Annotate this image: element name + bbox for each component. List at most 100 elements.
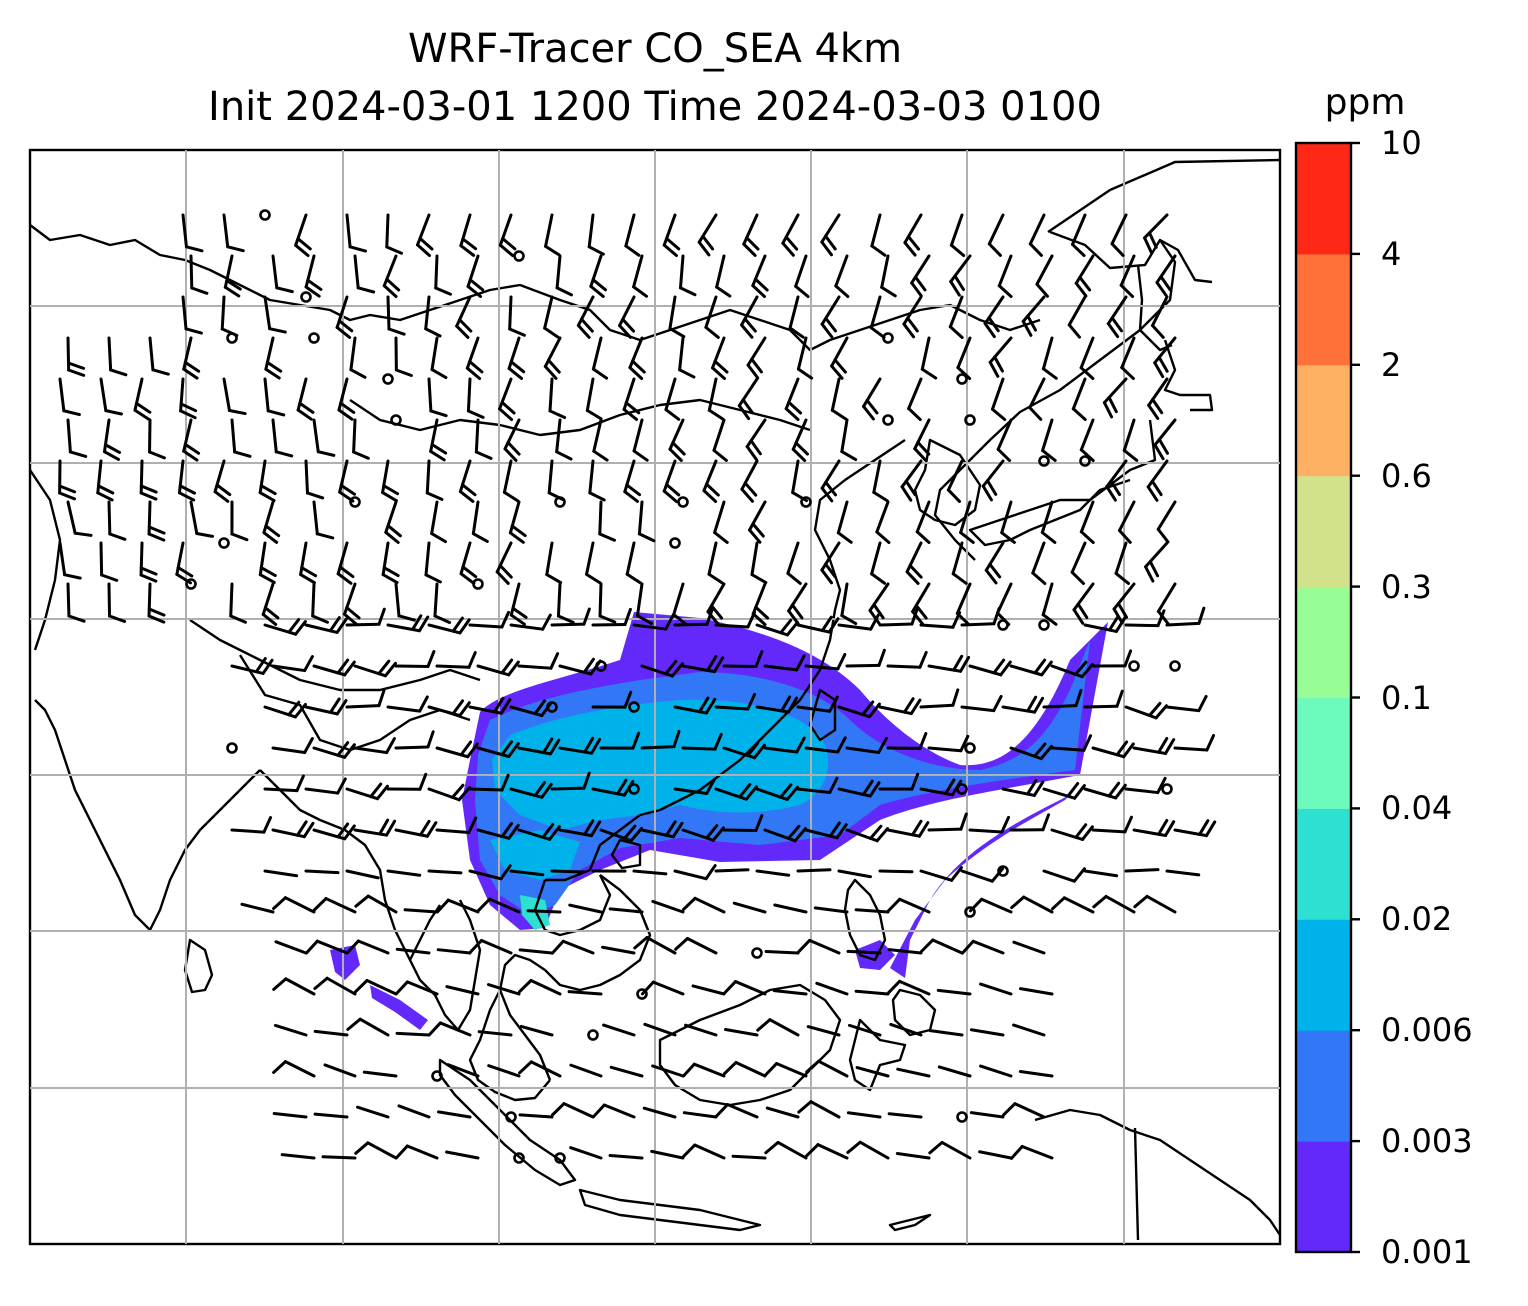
wind-barb-feather (1143, 236, 1153, 254)
wind-barb-shaft (1009, 746, 1043, 761)
coast-hainan (610, 838, 642, 870)
wind-barb-shaft (1072, 582, 1095, 612)
wind-barb-feather (424, 573, 442, 584)
wind-barb-shaft (312, 418, 320, 454)
wind-barb-feather (500, 773, 510, 792)
wind-barb-shaft (664, 377, 677, 412)
wind-barb-shaft (959, 500, 972, 535)
wind-barb-shaft (796, 623, 831, 634)
wind-barb-shaft (635, 582, 644, 618)
wind-barb-feather (272, 977, 288, 991)
wind-barb-feather (1157, 736, 1169, 754)
wind-barb-feather (418, 772, 428, 791)
colorbar-segment (1296, 586, 1351, 698)
wind-barb-shaft (343, 582, 357, 616)
wind-barb-feather (868, 608, 881, 626)
wind-barb-feather (385, 245, 404, 255)
wind-barb-shaft (886, 664, 922, 669)
wind-barb-feather (902, 697, 915, 714)
wind-barb-feather (671, 821, 684, 839)
wind-barb-shaft (550, 869, 586, 874)
wind-barb-shaft (740, 459, 759, 491)
map-title-line2: Init 2024-03-01 1200 Time 2024-03-03 010… (208, 84, 1102, 130)
wind-barb-feather (779, 618, 793, 635)
wind-barb-feather (339, 401, 356, 414)
wind-barb-feather (591, 367, 609, 380)
wind-barb-feather (714, 1103, 730, 1118)
wind-barb-feather (313, 976, 329, 990)
wind-barb-feather (548, 738, 561, 756)
wind-barb-shaft (602, 1023, 636, 1037)
wind-barb-feather (177, 491, 196, 502)
wind-barb-feather (1074, 688, 1083, 708)
wind-barb-feather (1117, 529, 1132, 544)
wind-barb-shaft (830, 336, 849, 368)
wind-barb-shaft (337, 377, 349, 412)
wind-barb-feather (959, 812, 968, 831)
wind-barb-feather (795, 654, 806, 672)
wind-barb-shaft (189, 254, 194, 290)
wind-barb-shaft (280, 1153, 316, 1160)
wind-barb-shaft (1050, 746, 1086, 752)
wind-barb-feather (148, 450, 166, 460)
wind-barb-feather (460, 483, 477, 497)
wind-barb-feather (382, 284, 398, 299)
calm-wind-marker (595, 660, 607, 672)
wind-barb-feather (623, 607, 632, 626)
wind-barb-shaft (955, 582, 972, 615)
wind-barb-shaft (458, 459, 472, 494)
wind-barb-shaft (875, 500, 890, 534)
wind-barb-shaft (405, 980, 439, 996)
wind-barb-feather (713, 656, 725, 674)
wind-barb-feather (990, 867, 1004, 883)
wind-barb-shaft (898, 979, 931, 996)
wind-barb-shaft (476, 664, 511, 677)
wind-barb-shaft (1114, 541, 1128, 575)
wind-barb-shaft (804, 664, 840, 671)
wind-barb-shaft (919, 869, 954, 882)
wind-barb-feather (451, 616, 464, 633)
wind-barb-shaft (230, 418, 237, 454)
wind-barb-shaft (345, 213, 352, 249)
wind-barb-shaft (222, 377, 231, 413)
wind-barb-feather (385, 737, 396, 755)
wind-barb-feather (461, 565, 478, 579)
wind-barb-shaft (1021, 295, 1046, 323)
wind-barb-shaft (591, 787, 626, 797)
wind-barb-feather (265, 360, 283, 373)
wind-barb-feather (672, 729, 681, 749)
wind-barb-shaft (788, 295, 800, 330)
wind-barb-shaft (598, 582, 603, 618)
wind-barb-feather (992, 694, 1003, 713)
wind-barb-shaft (913, 418, 931, 451)
wind-barb-shaft (1031, 541, 1046, 575)
wind-barb-shaft (585, 377, 595, 412)
wind-barb-feather (1092, 894, 1108, 909)
calm-wind-marker (628, 783, 640, 795)
wind-barb-feather (1197, 694, 1208, 713)
wind-barb-feather (459, 572, 476, 585)
calm-wind-marker (956, 783, 968, 795)
wind-barb-feather (592, 449, 609, 462)
wind-barb-shaft (768, 1018, 800, 1037)
wind-barb-shaft (1105, 459, 1128, 489)
wind-barb-shaft (820, 213, 841, 244)
wind-barb-shaft (673, 869, 708, 881)
wind-barb-feather (796, 367, 814, 380)
wind-barb-shaft (1040, 500, 1054, 535)
wind-barb-shaft (1102, 377, 1128, 405)
wind-barb-shaft (837, 705, 872, 719)
wind-barb-shaft (509, 623, 545, 631)
wind-barb-feather (182, 367, 199, 380)
calm-wind-marker (964, 906, 976, 918)
wind-barb-shaft (685, 937, 718, 955)
wind-barb-shaft (988, 336, 1013, 364)
wind-barb-feather (1150, 324, 1165, 339)
wind-barb-shaft (855, 1066, 890, 1078)
wind-barb-shaft (526, 909, 562, 914)
wind-barb-feather (950, 866, 963, 882)
wind-barb-feather (1157, 818, 1169, 836)
calm-wind-marker (956, 1111, 968, 1123)
wind-barb-feather (471, 532, 489, 543)
wind-barb-feather (548, 825, 561, 841)
